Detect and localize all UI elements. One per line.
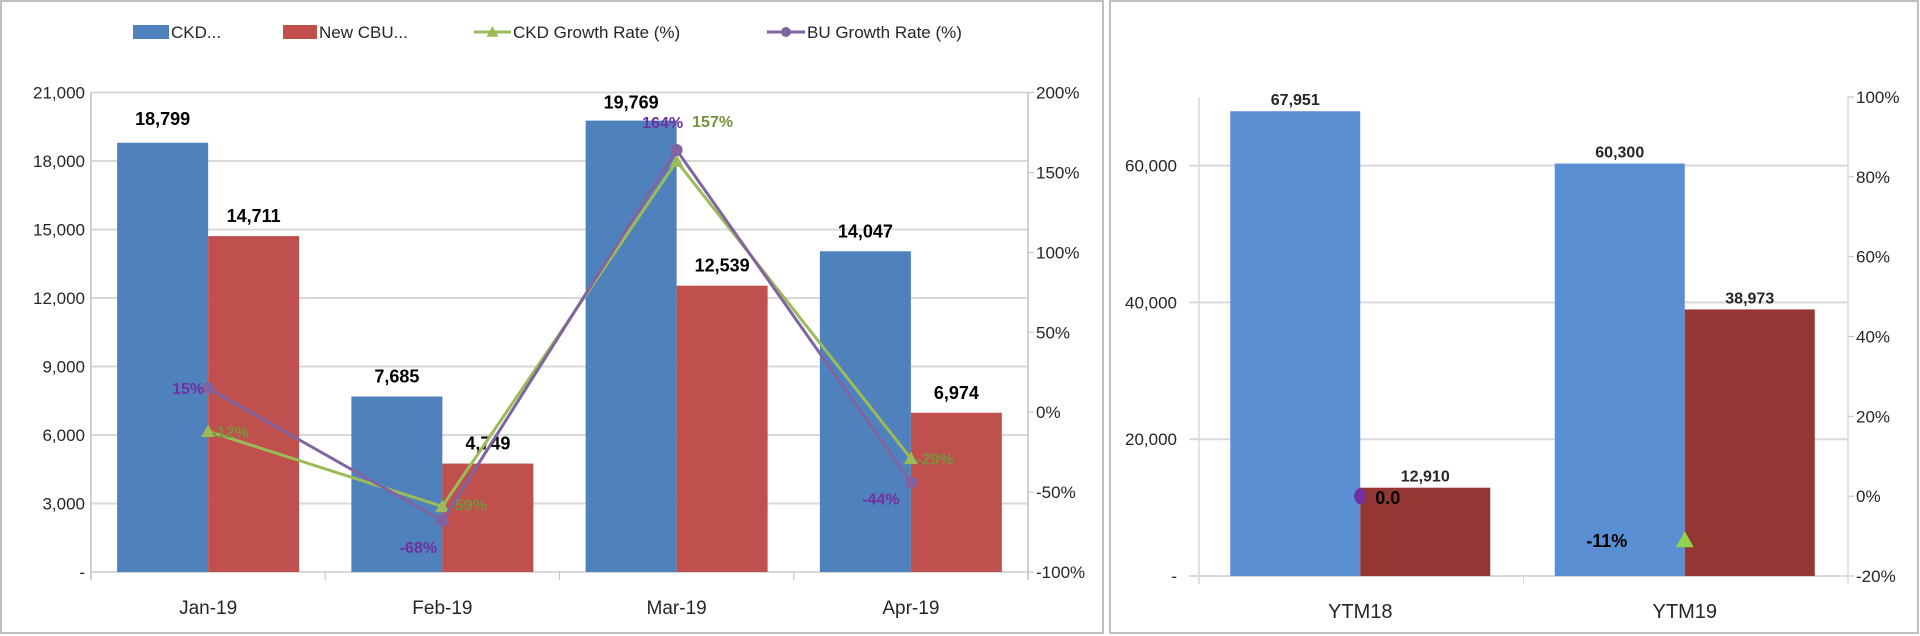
y2-tick-label: 60% bbox=[1856, 248, 1890, 267]
x-tick-label: Apr-19 bbox=[882, 598, 939, 619]
line-data-label: -59% bbox=[450, 497, 487, 514]
y2-tick-label: 80% bbox=[1856, 168, 1890, 187]
bar bbox=[585, 120, 677, 572]
y-tick-label: 18,000 bbox=[33, 152, 85, 171]
line-data-label: -44% bbox=[862, 491, 899, 508]
bar-data-label: 6,974 bbox=[934, 383, 979, 403]
y-tick-label: 15,000 bbox=[33, 221, 85, 240]
bar bbox=[208, 236, 300, 573]
triangle-marker bbox=[903, 451, 918, 465]
y2-tick-label: -100% bbox=[1036, 563, 1085, 582]
legend: CKD... New CBU... CKD Growth Rate (%) BU Gr… bbox=[133, 23, 962, 42]
triangle-marker bbox=[201, 424, 216, 437]
legend-item: New CBU... bbox=[283, 23, 408, 42]
marker-data-label: -11% bbox=[1586, 531, 1627, 551]
legend-swatch bbox=[133, 25, 169, 39]
circle-marker bbox=[436, 514, 449, 527]
bar bbox=[910, 412, 1002, 572]
circle-marker bbox=[670, 144, 683, 157]
y-tick-label: 9,000 bbox=[42, 358, 85, 377]
circle-marker-icon bbox=[781, 27, 791, 37]
bar-data-label: 60,300 bbox=[1595, 145, 1644, 162]
y2-tick-label: 20% bbox=[1856, 407, 1890, 426]
y2-tick-label: 0% bbox=[1036, 403, 1061, 422]
growth-line bbox=[207, 147, 913, 523]
ytd-chart: - 20,000 40,000 60,000 -20% 0% 20% 40% 60% 80% 100… bbox=[1125, 88, 1899, 623]
bar bbox=[819, 251, 911, 572]
circle-marker bbox=[904, 476, 917, 489]
legend-label: New CBU... bbox=[319, 23, 408, 42]
bar-data-label: 14,047 bbox=[838, 221, 893, 241]
bar-data-label: 67,951 bbox=[1271, 92, 1320, 109]
y2-tick-label: -20% bbox=[1856, 567, 1896, 586]
x-tick-label: Mar-19 bbox=[647, 598, 707, 619]
x-tick-label: Jan-19 bbox=[179, 598, 237, 619]
legend-label: CKD... bbox=[171, 23, 221, 42]
legend-item: BU Growth Rate (%) bbox=[767, 23, 962, 42]
bar-data-label: 38,973 bbox=[1725, 290, 1774, 307]
y2-tick-label: 100% bbox=[1036, 243, 1079, 262]
bar bbox=[1684, 309, 1815, 576]
y-tick-label: - bbox=[79, 563, 85, 582]
bar bbox=[1554, 163, 1685, 576]
bar-data-label: 18,799 bbox=[135, 109, 190, 129]
y2-tick-label: 200% bbox=[1036, 84, 1079, 103]
legend-label: CKD Growth Rate (%) bbox=[513, 23, 680, 42]
circle-marker bbox=[1354, 488, 1367, 505]
y2-tick-label: -50% bbox=[1036, 483, 1076, 502]
y-tick-label: 3,000 bbox=[42, 495, 85, 514]
bar-data-label: 14,711 bbox=[227, 206, 281, 226]
triangle-marker bbox=[435, 499, 450, 513]
line-data-label: -29% bbox=[916, 452, 953, 469]
x-tick-label: Feb-19 bbox=[412, 598, 472, 619]
y2-tick-label: 50% bbox=[1036, 323, 1070, 342]
line-data-label: 164% bbox=[642, 115, 683, 132]
bar bbox=[351, 396, 443, 572]
x-tick-label: YTM19 bbox=[1653, 601, 1717, 623]
bar-data-label: 4,749 bbox=[465, 434, 510, 454]
y2-tick-label: 40% bbox=[1856, 328, 1890, 347]
right-chart-border bbox=[1109, 0, 1919, 634]
line-data-label: -68% bbox=[400, 540, 437, 557]
marker-data-label: 0.0 bbox=[1375, 488, 1400, 508]
line-data-label: 15% bbox=[172, 381, 204, 398]
line-data-label: 157% bbox=[692, 114, 733, 131]
line-data-label: -12% bbox=[211, 424, 248, 441]
x-tick-label: YTM18 bbox=[1328, 601, 1392, 623]
legend-label: BU Growth Rate (%) bbox=[807, 23, 962, 42]
bar bbox=[117, 142, 209, 572]
y2-tick-label: 0% bbox=[1856, 487, 1881, 506]
bar bbox=[676, 285, 768, 572]
y-tick-label: - bbox=[1171, 567, 1177, 586]
y-tick-label: 12,000 bbox=[33, 289, 85, 308]
y-tick-label: 60,000 bbox=[1125, 157, 1177, 176]
y-tick-label: 6,000 bbox=[42, 426, 85, 445]
legend-item: CKD... bbox=[133, 23, 221, 42]
bar-data-label: 7,685 bbox=[374, 367, 419, 387]
triangle-marker bbox=[1675, 531, 1694, 548]
circle-marker bbox=[202, 382, 215, 395]
left-chart-border bbox=[0, 0, 1104, 634]
y-tick-label: 20,000 bbox=[1125, 430, 1177, 449]
bar-data-label: 19,769 bbox=[604, 93, 659, 113]
triangle-marker-icon bbox=[486, 26, 499, 37]
bar bbox=[442, 463, 534, 572]
y2-tick-label: 100% bbox=[1856, 88, 1899, 107]
bar bbox=[1230, 111, 1361, 577]
y-tick-label: 21,000 bbox=[33, 84, 85, 103]
bar bbox=[1360, 487, 1491, 576]
legend-item: CKD Growth Rate (%) bbox=[474, 23, 680, 42]
bar-data-label: 12,539 bbox=[695, 256, 750, 276]
monthly-chart: - 3,000 6,000 9,000 12,000 15,000 18,000 21,000… bbox=[33, 23, 1085, 619]
triangle-marker bbox=[669, 154, 684, 167]
y-tick-label: 40,000 bbox=[1125, 293, 1177, 312]
legend-swatch bbox=[283, 25, 317, 39]
y2-tick-label: 150% bbox=[1036, 163, 1079, 182]
bar-data-label: 12,910 bbox=[1401, 469, 1450, 486]
